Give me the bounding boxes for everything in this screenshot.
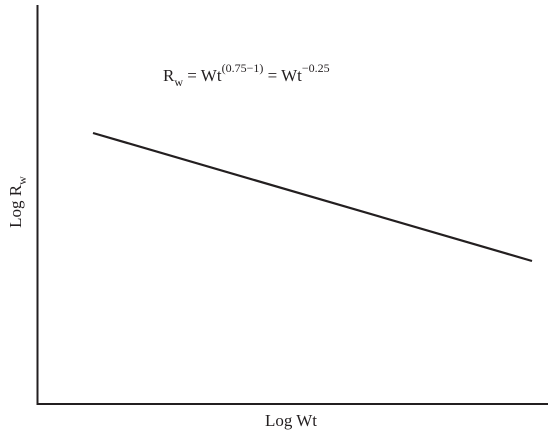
equation-part-2: = Wt [263,66,302,85]
y-axis-label-main: Log R [6,184,25,228]
equation-part-1: = Wt [183,66,222,85]
equation-annotation: Rw = Wt(0.75−1) = Wt−0.25 [163,61,330,89]
y-axis-label: Log Rw [6,176,29,228]
y-axis-label-subscript: w [15,176,29,185]
series-line [93,133,532,261]
x-axis-label: Log Wt [265,411,317,430]
equation-exponent-2: −0.25 [302,61,330,75]
equation-r-subscript: w [174,75,183,89]
equation-r: R [163,66,175,85]
equation-exponent-1: (0.75−1) [222,61,264,75]
